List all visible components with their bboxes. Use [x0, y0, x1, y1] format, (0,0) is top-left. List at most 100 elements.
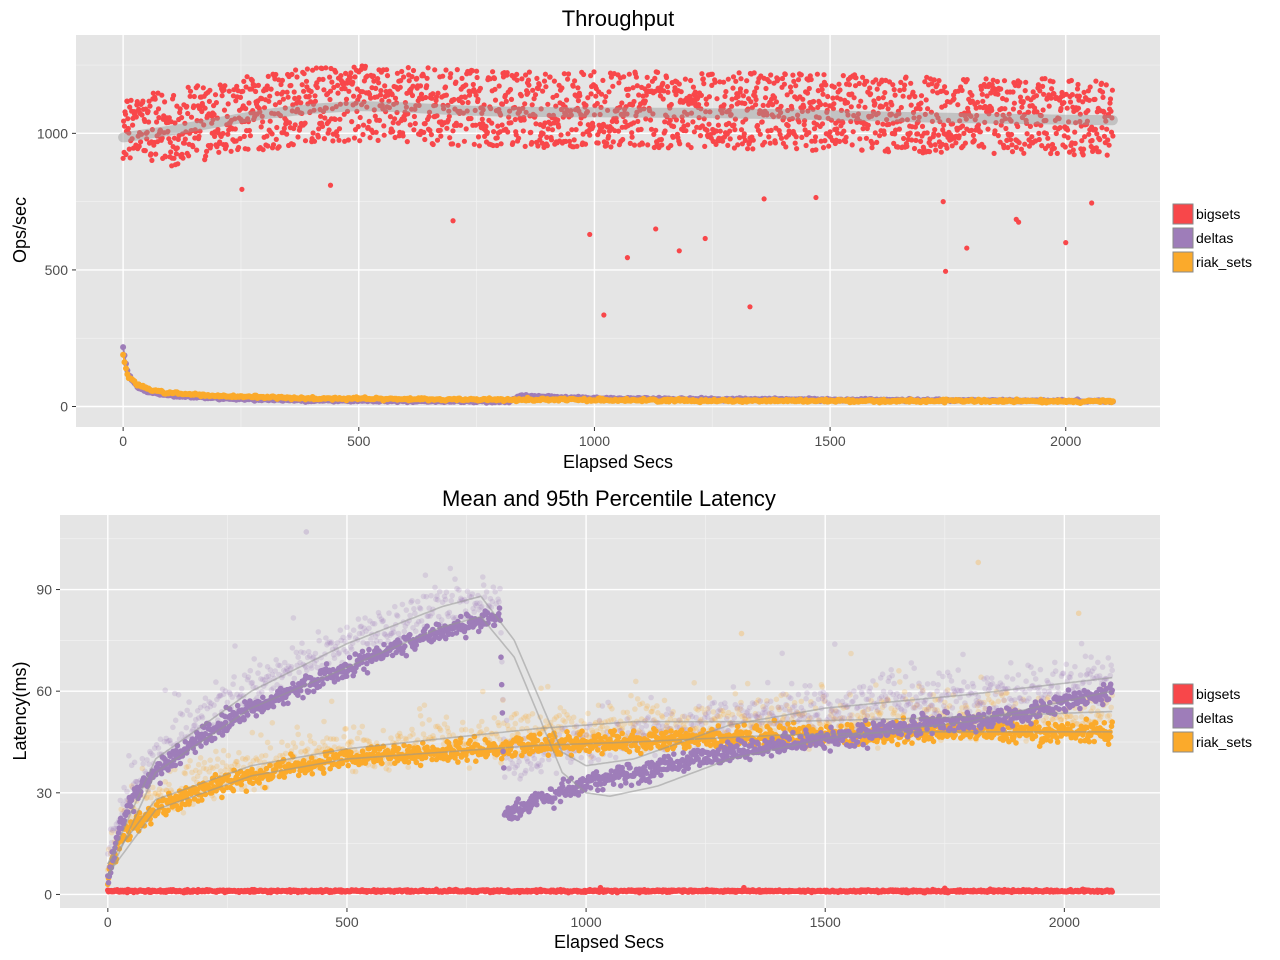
bigsets-point: [978, 86, 985, 92]
bigsets-point: [660, 80, 666, 86]
bigsets-point: [763, 85, 769, 92]
bigsets-point: [785, 123, 791, 129]
bigsets-point: [641, 106, 647, 112]
bigsets-point: [658, 136, 665, 143]
bigsets-point: [883, 101, 889, 107]
bigsets-point: [668, 101, 674, 108]
bigsets-point: [498, 141, 504, 147]
bigsets-point: [1001, 145, 1007, 151]
bigsets-point: [304, 66, 310, 72]
riak_sets-p95-point: [214, 763, 220, 770]
bigsets-point: [1072, 129, 1078, 135]
bigsets-point: [773, 99, 780, 105]
riak_sets-p95-point: [466, 765, 473, 771]
riak_sets-p95-point: [356, 729, 363, 736]
bigsets-point: [471, 141, 477, 147]
bigsets-point: [454, 67, 460, 73]
bigsets-point: [1092, 96, 1098, 102]
bigsets-point: [198, 118, 204, 124]
bigsets-point: [858, 98, 864, 104]
x-tick-label: 1000: [579, 433, 610, 449]
bigsets-outlier-point: [747, 304, 753, 310]
bigsets-point: [1040, 83, 1046, 89]
bigsets-point: [731, 145, 738, 151]
bigsets-point: [974, 112, 980, 119]
bigsets-point: [422, 121, 428, 127]
bigsets-point: [759, 119, 765, 125]
bigsets-point: [514, 77, 520, 83]
bigsets-point: [204, 148, 210, 154]
bigsets-point: [418, 91, 425, 97]
bigsets-point: [827, 129, 833, 135]
bigsets-point: [1099, 80, 1105, 86]
bigsets-point: [146, 98, 152, 104]
bigsets-point: [804, 90, 811, 96]
bigsets-point: [573, 127, 579, 133]
bigsets-point: [148, 151, 154, 157]
bigsets-point: [499, 101, 506, 107]
riak_sets-p95-point: [895, 713, 901, 719]
bigsets-point: [138, 139, 144, 145]
bigsets-point: [793, 134, 799, 140]
bigsets-point: [938, 149, 944, 155]
bigsets-point: [975, 99, 981, 105]
bigsets-point: [597, 111, 603, 118]
bigsets-point: [936, 78, 942, 84]
riak_sets-p95-point: [187, 758, 193, 764]
bigsets-point: [1087, 84, 1093, 90]
bigsets-point: [201, 122, 207, 128]
bigsets-point: [274, 124, 280, 131]
bigsets-point: [525, 77, 532, 83]
deltas-p95-point: [432, 584, 438, 591]
bigsets-point: [126, 146, 132, 152]
bigsets-point: [911, 115, 917, 121]
riak_sets-p95-point: [321, 718, 327, 725]
deltas-p95-point: [213, 679, 219, 685]
bigsets-point: [1063, 91, 1069, 97]
throughput-points: [118, 63, 1118, 406]
deltas-p95-point: [245, 674, 252, 680]
bigsets-point: [915, 131, 921, 137]
bigsets-point: [869, 113, 875, 119]
bigsets-point: [489, 120, 495, 126]
bigsets-point: [543, 84, 549, 90]
bigsets-point: [140, 98, 146, 104]
bigsets-point: [387, 114, 393, 120]
deltas-p95-point: [289, 645, 296, 651]
bigsets-point: [277, 99, 283, 105]
bigsets-point: [888, 111, 895, 117]
bigsets-point: [896, 111, 902, 117]
bigsets-point: [1034, 109, 1040, 115]
bigsets-point: [738, 76, 744, 82]
bigsets-point: [569, 127, 575, 133]
riak_sets-p95-point: [462, 726, 469, 733]
deltas-p95-point: [399, 601, 406, 608]
bigsets-point: [404, 139, 410, 145]
deltas-p95-point: [257, 662, 263, 668]
bigsets-point: [547, 74, 553, 80]
bigsets-point: [696, 115, 702, 121]
bigsets-point: [662, 128, 668, 134]
bigsets-point: [174, 145, 180, 151]
bigsets-point: [127, 155, 133, 161]
x-tick-label: 2000: [1050, 433, 1081, 449]
bigsets-outlier-point: [676, 248, 682, 254]
bigsets-point: [351, 93, 357, 99]
bigsets-point: [177, 106, 183, 112]
deltas-p95-point: [296, 669, 302, 676]
bigsets-point: [624, 111, 630, 117]
bigsets-point: [743, 88, 749, 94]
bigsets-point: [1015, 123, 1021, 130]
bigsets-point: [206, 98, 212, 104]
bigsets-point: [435, 90, 441, 96]
bigsets-point: [1056, 116, 1062, 122]
riak_sets-p95-point: [1106, 712, 1113, 719]
deltas-p95-point: [124, 788, 130, 795]
bigsets-point: [1071, 152, 1077, 158]
bigsets-point: [941, 122, 947, 128]
riak_sets-p95-point: [706, 695, 713, 701]
bigsets-point: [357, 138, 363, 144]
bigsets-point: [877, 133, 883, 139]
bigsets-point: [494, 135, 500, 141]
bigsets-point: [278, 81, 284, 88]
